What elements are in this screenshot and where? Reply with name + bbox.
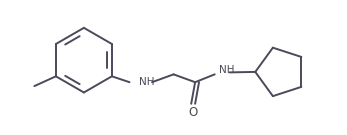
Text: NH: NH [219,65,234,75]
Text: O: O [188,106,198,119]
Text: NH: NH [139,77,155,87]
